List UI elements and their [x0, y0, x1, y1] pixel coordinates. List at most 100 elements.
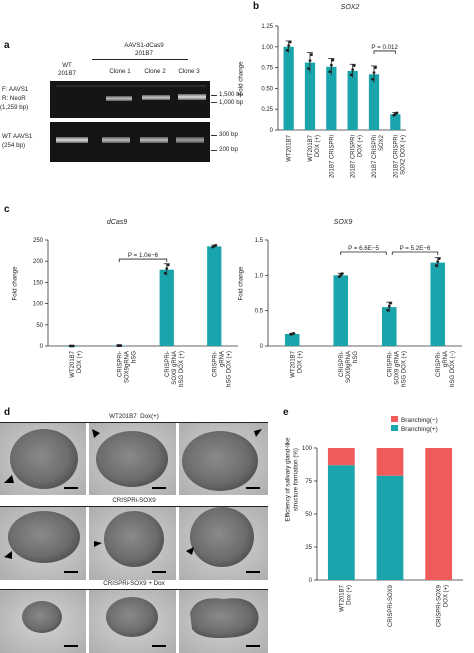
gel2-band-clone1 [102, 137, 130, 143]
gel1-band-clone2 [142, 95, 170, 100]
pvalue-b: P = 0.012 [371, 44, 398, 51]
arrowhead-r1c2 [92, 429, 100, 438]
organoid-r3c1 [22, 601, 62, 633]
b-category-label: 201B7 CRISPRi [351, 135, 357, 178]
c-right-ytick-label: 0 [260, 344, 264, 350]
organoid-r1c2 [96, 431, 168, 487]
marker-1500-label: 1,500 bp [219, 91, 244, 98]
b-category-label: 201B7 CRISPRi [329, 135, 335, 178]
c-left-bar [207, 246, 222, 346]
c-left-ytick-label: 50 [36, 323, 43, 329]
b-ytick-label: 0.50 [261, 86, 273, 92]
c-right-data-point [386, 308, 390, 312]
c-left-category-label: CRISPRi- [117, 351, 123, 377]
e-bar-branching-neg [376, 448, 404, 476]
panel-c-left-ylabel: Fold change [11, 266, 19, 301]
b-bar [283, 46, 294, 130]
b-data-point [287, 44, 291, 48]
marker-300-label: 300 bp [219, 131, 238, 138]
gel2-band-clone3 [176, 137, 204, 143]
sig-bracket-c3 [391, 251, 439, 256]
c-left-category-label: gRNA [219, 351, 225, 367]
arrowhead-r2c2 [94, 541, 102, 547]
legend-label-neg: Branching(−) [401, 417, 438, 424]
b-data-point [349, 73, 353, 77]
c-left-category-label: CRISPRi- [212, 351, 218, 377]
c-left-bar [159, 269, 174, 346]
e-category-label: WT201B7 [339, 584, 345, 611]
c-right-category-label: CRISPRi- [339, 351, 345, 377]
c-left-data-point [165, 267, 169, 270]
micrograph-grid [0, 423, 268, 653]
b-ytick-label: 1.00 [261, 45, 273, 51]
legend-swatch-pos [391, 425, 398, 431]
arrowhead-r1c1 [4, 475, 14, 483]
c-left-data-point [119, 344, 123, 347]
organoid-r1c3 [182, 431, 258, 491]
organoid-r3c2 [106, 597, 158, 637]
organoid-r3c3 [190, 598, 259, 638]
panel-a-label: a [4, 40, 10, 51]
e-ytick-label: 50 [305, 512, 312, 518]
panel-c-label: c [4, 204, 10, 215]
c-right-category-label: DOX (+) [297, 351, 303, 373]
b-category-label: DOX (+) [315, 135, 321, 157]
b-data-point [351, 68, 355, 71]
gel2-label: WT AAVS1 [2, 133, 33, 140]
c-left-category-label: WT201B7 [70, 350, 76, 377]
c-left-ytick-label: 0 [40, 344, 44, 350]
c-right-data-point [436, 260, 440, 264]
c-left-data-point [166, 263, 170, 267]
c-right-category-label: CRISPRi- [436, 351, 442, 377]
gel1-band-clone3 [178, 94, 206, 100]
panel-e-ylabel-1: Efficiency of salivary gland-like [284, 437, 292, 522]
arrowhead-r2c3 [186, 547, 194, 555]
sig-bracket-c2 [340, 251, 387, 256]
construct-bracket [92, 59, 188, 60]
c-right-category-label: SOX9gRNA [346, 351, 352, 383]
c-right-bar [430, 262, 446, 346]
b-data-point [288, 40, 292, 44]
b-data-point [374, 66, 377, 69]
b-category-label: SOX2 [379, 134, 385, 151]
b-data-point [371, 77, 374, 81]
e-bar-branching-pos [327, 465, 355, 580]
c-left-category-label: CRISPRi- [165, 351, 171, 377]
legend-swatch-neg [391, 416, 398, 422]
b-data-point [352, 64, 356, 68]
e-category-label: CRISPRi-SOX9 [388, 584, 394, 627]
b-data-point [395, 111, 399, 115]
c-left-ytick-label: 200 [33, 259, 44, 265]
lane-wt-label: WT [62, 62, 72, 69]
panel-b-label: b [253, 1, 260, 12]
organoid-r2c2 [104, 511, 164, 567]
b-data-point [285, 48, 289, 52]
b-category-label: WT201B7 [287, 134, 293, 161]
b-data-point [308, 59, 312, 63]
c-right-bar [284, 333, 300, 346]
panel-c-right-title: SOX9 [333, 219, 353, 226]
row1-rule [0, 422, 268, 423]
row2-rule [0, 506, 268, 507]
c-right-bar [381, 307, 397, 346]
b-category-label: DOX (+) [358, 135, 364, 157]
sig-bracket-c1 [118, 258, 168, 263]
c-right-data-point [292, 332, 296, 335]
c-right-data-point [434, 264, 438, 267]
legend-label-pos: Branching(+) [401, 426, 438, 433]
e-category-label: DOX (+) [444, 585, 450, 607]
c-left-category-label: hSG DOX (+) [226, 351, 232, 387]
b-category-label: WT201B7 [308, 134, 314, 161]
panel-d-row2-title: CRISPRi-SOX9 [112, 497, 156, 504]
c-right-category-label: hSG [353, 351, 359, 363]
gel1-band-clone1 [106, 96, 132, 101]
e-category-label: Dox (+) [346, 585, 352, 605]
sig-bracket-b [373, 50, 396, 54]
pvalue-c1: P = 1.0e−6 [128, 252, 159, 259]
c-right-bar [333, 275, 349, 346]
panel-d-row3-title: CRISPRi-SOX9 + Dox [103, 580, 165, 587]
marker-tick-200 [211, 150, 217, 151]
c-right-data-point [340, 272, 344, 276]
c-right-ytick-label: 1.5 [255, 238, 264, 244]
